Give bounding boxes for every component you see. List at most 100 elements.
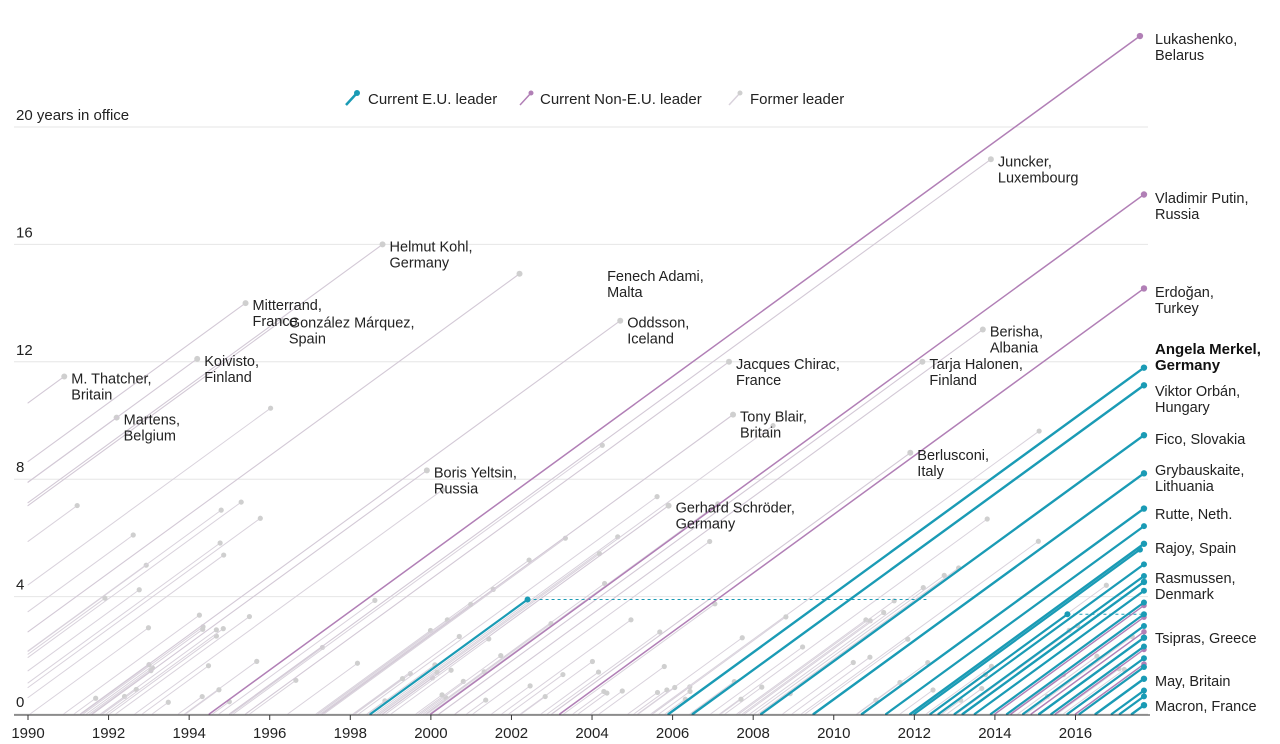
former-leader-mark-dot — [602, 580, 608, 587]
legend-dot-current-non-eu — [528, 90, 534, 96]
former-leader-mark — [358, 494, 660, 715]
former-leader-mark-line — [73, 697, 97, 715]
former-leader-mark-line — [508, 674, 564, 715]
x-tick-label: 2010 — [817, 725, 850, 742]
current-eu-leader-mark — [1050, 643, 1147, 716]
leader-label-name: Helmut Kohl, — [390, 239, 473, 255]
former-leader-mark — [177, 693, 205, 715]
former-leader-mark-line — [1062, 668, 1125, 715]
x-tick-label: 1990 — [11, 725, 44, 742]
former-leader-mark — [736, 617, 869, 715]
former-leader-mark-dot — [850, 659, 856, 666]
former-leader-mark — [228, 156, 994, 715]
former-leader-mark — [184, 658, 260, 715]
former-leader-mark-line — [376, 425, 774, 715]
current-eu-leader-mark-line — [667, 366, 1146, 716]
current-eu-leader-mark-dot — [1140, 664, 1147, 671]
former-leader-mark-line — [85, 628, 204, 715]
y-tick-label: 20 years in office — [16, 107, 129, 124]
former-leader-mark — [185, 687, 222, 715]
leader-label-country: Russia — [434, 481, 479, 497]
former-leader-mark-line — [79, 320, 621, 715]
current-eu-leader-mark-dot — [1140, 561, 1147, 568]
current-non-eu-leader-mark-line — [994, 604, 1145, 715]
former-leader-mark-dot — [526, 557, 532, 563]
former-leader-mark — [134, 487, 446, 715]
former-leader-mark-line — [245, 361, 730, 715]
former-leader-mark-line — [633, 689, 668, 715]
x-tick-label: 2014 — [978, 725, 1011, 742]
current-eu-leader-mark-line — [973, 589, 1146, 716]
former-leader-mark-line — [658, 690, 691, 715]
former-leader-mark — [743, 609, 887, 715]
former-leader-mark-line — [782, 662, 854, 715]
leader-label-country: Spain — [289, 332, 326, 348]
current-eu-leader-mark-dot — [1140, 634, 1148, 641]
legend-item-current-eu: Current E.U. leader — [345, 90, 497, 108]
former-leader-mark — [899, 687, 936, 715]
current-eu-leader-mark-dot — [1140, 523, 1147, 530]
former-leader-mark-line — [27, 273, 521, 633]
former-leader-mark-line — [652, 616, 787, 715]
leader-label-country: Finland — [204, 370, 252, 386]
former-leader-mark-line — [115, 616, 250, 715]
current-eu-leader-mark — [691, 382, 1148, 716]
former-leader-mark-line — [501, 619, 632, 715]
former-leader-mark-line — [804, 638, 909, 715]
former-leader-mark-line — [108, 635, 217, 715]
former-leader-mark-dot — [930, 687, 936, 693]
current-eu-leader-mark-dot — [1140, 611, 1147, 618]
current-eu-leader-mark-dot — [1140, 587, 1147, 594]
former-leader-mark-line — [27, 554, 225, 699]
former-leader-mark-line — [27, 534, 134, 613]
former-leader-mark-dot — [657, 629, 663, 635]
leader-label-country: Britain — [740, 426, 781, 442]
leader-label-country: France — [736, 373, 781, 389]
former-leader-mark — [428, 501, 721, 715]
former-leader-mark-line — [353, 678, 404, 715]
current-eu-leader-mark-line — [989, 601, 1146, 716]
current-eu-leader-mark-dot — [1140, 431, 1148, 439]
current-non-eu-leader-mark-dot — [1136, 32, 1144, 40]
former-leader-mark-dot — [130, 532, 136, 538]
former-leader-mark — [245, 358, 733, 715]
former-leader-mark-line — [1017, 655, 1098, 715]
current-eu-leader-mark-line — [1118, 695, 1146, 716]
former-leader-mark — [27, 502, 80, 542]
former-leader-mark-dot — [213, 627, 219, 633]
former-leader-mark-dot — [707, 538, 713, 545]
former-leader-mark-line — [321, 414, 734, 715]
leader-label-name: Berlusconi, — [917, 448, 989, 464]
former-leader-mark — [520, 693, 548, 715]
former-leader-mark-dot — [628, 617, 634, 623]
former-leader-mark — [720, 696, 744, 715]
former-leader-mark-dot — [194, 355, 201, 362]
former-leader-mark — [27, 270, 523, 633]
former-leader-mark-dot — [619, 688, 625, 694]
leader-label-country: Britain — [71, 387, 112, 403]
leader-label-country: Belarus — [1155, 48, 1204, 64]
x-tick-label: 2012 — [898, 725, 931, 742]
former-leader-mark-line — [91, 469, 428, 715]
former-leader-mark-line — [1025, 636, 1133, 715]
former-leader-mark — [29, 625, 152, 715]
former-leader-mark-dot — [987, 156, 994, 163]
former-leader-mark-line — [211, 701, 230, 715]
current-eu-leader-mark-line — [909, 542, 1146, 716]
current-non-eu-leader-mark-line — [430, 193, 1145, 715]
x-tick-label: 2016 — [1059, 725, 1092, 742]
former-leader-mark-dot — [1103, 582, 1109, 588]
leader-label-country: Germany — [390, 255, 450, 271]
former-leader-mark-line — [27, 597, 106, 655]
former-leader-mark-line — [491, 685, 531, 715]
former-leader-mark-line — [352, 636, 460, 715]
former-leader-mark-dot — [354, 660, 361, 666]
x-tick-label: 2004 — [575, 725, 608, 742]
current-eu-leader-mark-dot — [1140, 701, 1148, 709]
former-leader-mark-dot — [1036, 428, 1042, 434]
current-eu-leader-mark — [1130, 701, 1148, 716]
former-leader-mark-line — [323, 537, 566, 715]
former-leader-mark — [287, 660, 361, 715]
former-leader-mark — [115, 613, 253, 715]
